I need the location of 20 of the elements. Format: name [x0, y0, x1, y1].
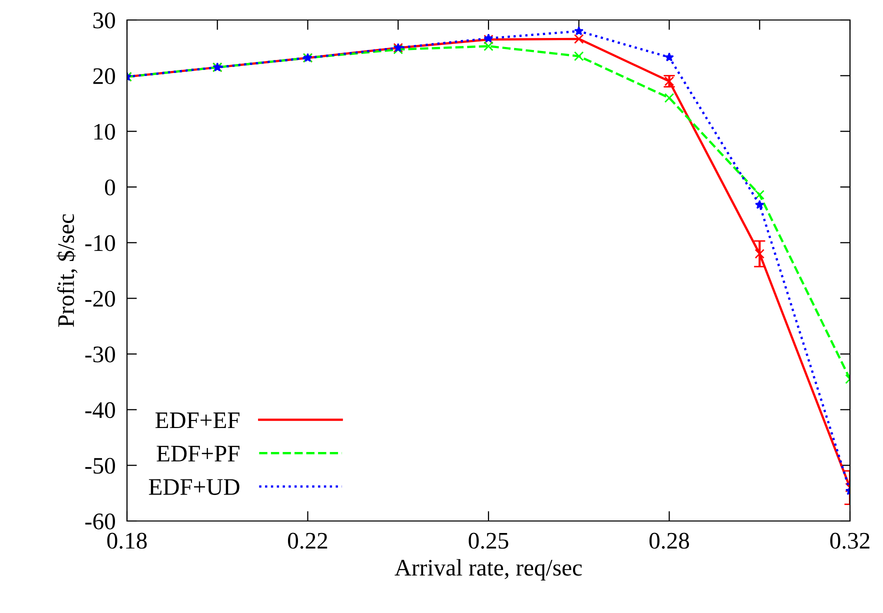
- x-tick-label: 0.22: [288, 532, 328, 549]
- x-tick-label: 0.18: [107, 532, 147, 549]
- x-axis-title: Arrival rate, req/sec: [394, 559, 582, 580]
- y-tick-label: -60: [85, 513, 115, 530]
- y-tick-label: 30: [93, 12, 115, 28]
- y-tick-label: -30: [85, 346, 115, 362]
- y-axis-title: Profit, $/sec: [56, 214, 78, 327]
- y-tick-label: -10: [85, 235, 115, 252]
- legend-label: EDF+EF: [155, 412, 240, 428]
- y-tick-label: -50: [85, 458, 115, 474]
- x-tick-label: 0.25: [468, 532, 508, 549]
- legend-label: EDF+PF: [156, 446, 240, 462]
- y-tick-label: 20: [93, 68, 115, 84]
- y-tick-label: -40: [85, 402, 115, 418]
- x-tick-label: 0.32: [830, 532, 870, 549]
- x-tick-label: 0.28: [649, 532, 690, 549]
- y-tick-label: 0: [104, 179, 115, 196]
- legend-label: EDF+UD: [148, 479, 240, 495]
- y-tick-label: -20: [85, 290, 115, 307]
- y-tick-label: 10: [94, 124, 115, 140]
